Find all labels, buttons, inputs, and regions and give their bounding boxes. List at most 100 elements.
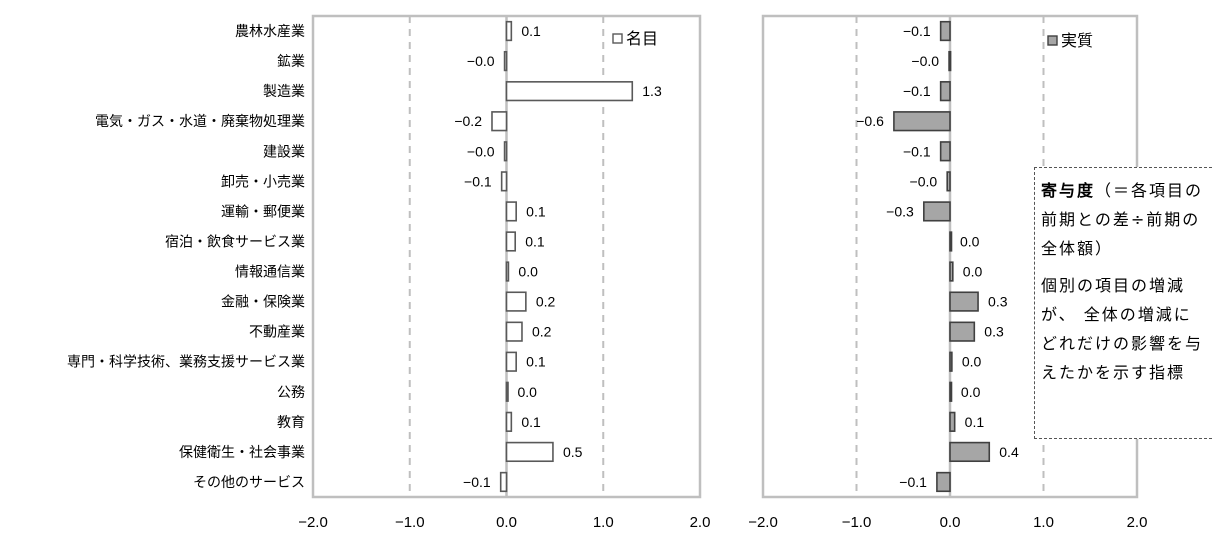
x-tick-label: −2.0	[298, 514, 328, 531]
category-label: 不動産業	[249, 324, 305, 340]
category-label: 保健衛生・社会事業	[179, 444, 305, 460]
data-label: −0.1	[903, 23, 931, 39]
bar	[505, 261, 510, 282]
data-label: −0.0	[467, 53, 495, 69]
bar	[505, 201, 517, 222]
category-label: 鉱業	[277, 53, 305, 69]
bar	[923, 201, 951, 222]
legend-label: 実質	[1061, 32, 1093, 50]
data-label: −0.1	[464, 173, 492, 189]
bar	[505, 441, 554, 463]
data-label: 0.2	[532, 324, 552, 340]
data-label: −0.2	[454, 113, 482, 129]
data-label: 0.0	[963, 264, 983, 280]
bar	[500, 171, 508, 192]
data-label: 1.3	[642, 83, 662, 99]
data-label: 0.3	[988, 294, 1008, 310]
bar	[505, 411, 513, 432]
category-label: 製造業	[263, 83, 305, 99]
bar	[936, 471, 951, 493]
data-label: 0.1	[526, 354, 546, 370]
bar	[949, 261, 954, 282]
data-label: −0.1	[903, 83, 931, 99]
data-label: 0.1	[521, 414, 541, 430]
bar	[949, 411, 956, 432]
note-title: 寄与度	[1041, 181, 1096, 200]
bar	[491, 111, 508, 132]
data-label: −0.1	[463, 474, 491, 490]
category-label: 宿泊・飲食サービス業	[165, 233, 305, 249]
bar	[949, 381, 953, 402]
data-label: 0.0	[962, 354, 982, 370]
data-label: −0.0	[910, 173, 938, 189]
data-label: 0.3	[984, 324, 1004, 340]
x-tick-label: 0.0	[940, 514, 961, 531]
category-label: 専門・科学技術、業務支援サービス業	[67, 354, 305, 370]
bar	[939, 20, 951, 42]
data-label: 0.2	[536, 294, 556, 310]
legend-swatch	[612, 33, 623, 44]
data-label: 0.0	[961, 384, 981, 400]
legend-swatch	[1047, 35, 1058, 46]
bar	[505, 81, 634, 102]
data-label: 0.1	[526, 203, 546, 219]
data-label: 0.5	[563, 444, 583, 460]
data-label: 0.1	[521, 23, 541, 39]
bar	[503, 141, 508, 162]
note-body: 個別の項目の増減が、 全体の増減にどれだけの影響を与えたかを示す指標	[1041, 276, 1204, 382]
category-label: 情報通信業	[235, 264, 305, 280]
data-label: −0.1	[899, 474, 927, 490]
bar	[505, 20, 513, 42]
x-tick-label: −2.0	[748, 514, 778, 531]
bar	[948, 50, 952, 72]
x-tick-label: 2.0	[1127, 514, 1148, 531]
category-label: 金融・保険業	[221, 294, 305, 310]
x-tick-label: 1.0	[593, 514, 614, 531]
data-label: 0.1	[525, 233, 545, 249]
left-chart-panel: −2.0 −1.0 0.0 1.0 2.0 0.1 −0.0 1.3 −0.2 −0.0 −0.1 0…	[67, 14, 711, 531]
bar	[499, 471, 508, 493]
data-label: 0.0	[518, 264, 538, 280]
bar	[505, 231, 517, 252]
category-label: 教育	[277, 414, 305, 430]
bar	[505, 291, 527, 312]
bar	[939, 141, 951, 162]
x-tick-label: 2.0	[690, 514, 711, 531]
bar	[949, 291, 979, 312]
category-label: 公務	[277, 384, 305, 400]
data-label: 0.0	[960, 233, 980, 249]
note-definition: （＝各項目の前期との差÷前期の全体額）	[1041, 181, 1204, 258]
data-label: −0.0	[467, 143, 495, 159]
category-label: その他のサービス	[193, 474, 305, 490]
data-label: −0.6	[856, 113, 884, 129]
bar	[505, 381, 509, 402]
x-tick-label: −1.0	[395, 514, 425, 531]
x-tick-label: 0.0	[496, 514, 517, 531]
bar	[949, 441, 991, 463]
bar	[505, 351, 517, 372]
contribution-note-box: 寄与度（＝各項目の前期との差÷前期の全体額） 個別の項目の増減が、 全体の増減に…	[1034, 167, 1212, 439]
x-tick-label: −1.0	[842, 514, 872, 531]
data-label: −0.1	[903, 143, 931, 159]
data-label: 0.4	[999, 444, 1019, 460]
bar	[893, 111, 951, 132]
category-label: 運輸・郵便業	[221, 203, 305, 219]
category-label: 卸売・小売業	[221, 173, 305, 189]
legend-label: 名目	[626, 30, 658, 48]
bar	[949, 231, 953, 252]
data-label: −0.3	[886, 203, 914, 219]
bar	[949, 321, 976, 342]
data-label: −0.0	[911, 53, 939, 69]
bar	[939, 81, 951, 102]
data-label: 0.1	[965, 414, 985, 430]
category-label: 農林水産業	[235, 23, 305, 39]
bar	[505, 321, 523, 342]
x-tick-label: 1.0	[1033, 514, 1054, 531]
bar	[946, 171, 951, 192]
data-label: 0.0	[517, 384, 537, 400]
bar	[503, 50, 508, 72]
category-label: 電気・ガス・水道・廃棄物処理業	[95, 113, 305, 129]
bar	[949, 351, 953, 372]
category-label: 建設業	[263, 143, 305, 159]
